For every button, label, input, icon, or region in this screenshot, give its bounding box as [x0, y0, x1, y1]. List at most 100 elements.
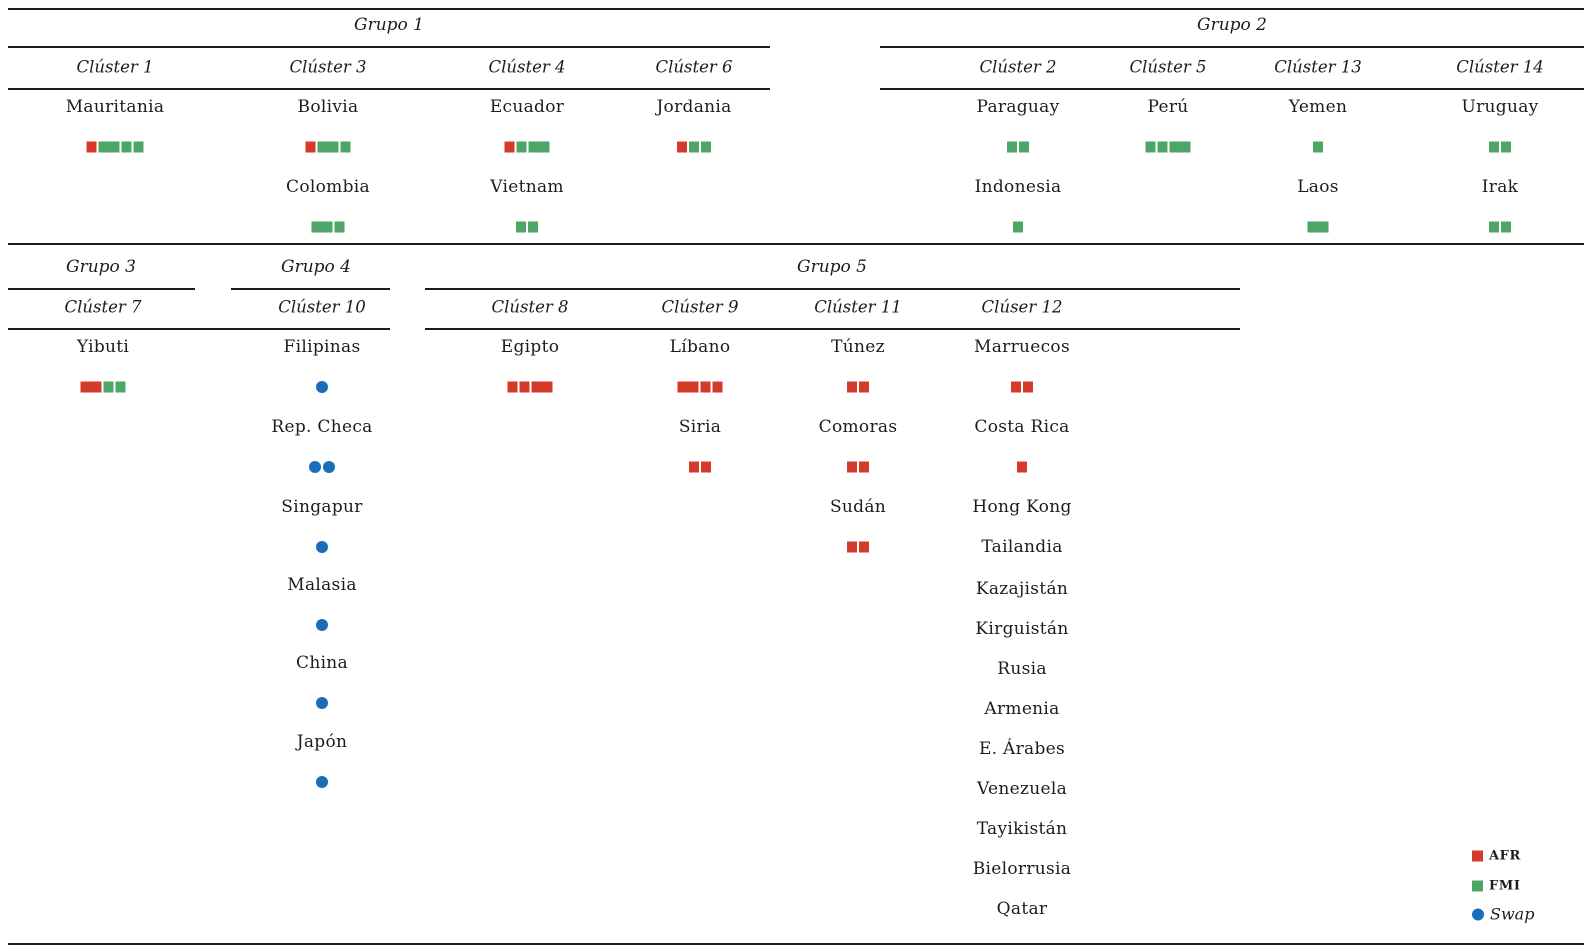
horizontal-rule: [8, 88, 770, 90]
country-name: Líbano: [669, 337, 731, 357]
afr-marker-icon: [712, 381, 723, 393]
fmi-marker-icon: [689, 141, 699, 153]
cluster-label: Clúster 5: [1129, 57, 1207, 77]
marker-row: [677, 381, 723, 393]
marker-row: [507, 381, 553, 393]
marker-row: [689, 461, 711, 473]
country-name: Laos: [1297, 177, 1339, 197]
group-title: Grupo 1: [354, 15, 424, 35]
fmi-marker-icon: [1169, 141, 1191, 153]
country-name: Comoras: [818, 417, 898, 437]
afr-marker-icon: [531, 381, 553, 393]
swap-marker-icon: [316, 776, 328, 788]
swap-marker-icon: [309, 461, 321, 473]
afr-marker-icon: [859, 381, 869, 393]
country-name: E. Árabes: [978, 739, 1066, 759]
fmi-marker-icon: [1145, 141, 1156, 153]
afr-marker-icon: [701, 461, 711, 473]
marker-row: [80, 381, 126, 393]
country-name: Rep. Checa: [271, 417, 373, 437]
legend-label: FMI: [1489, 878, 1521, 894]
country-name: Armenia: [984, 699, 1060, 719]
fmi-marker-icon: [1157, 141, 1168, 153]
country-name: Túnez: [831, 337, 885, 357]
afr-marker-icon: [507, 381, 518, 393]
cluster-label: Clúster 4: [488, 57, 566, 77]
swap-marker-icon: [316, 697, 328, 709]
marker-row: [1145, 141, 1191, 153]
country-name: Irak: [1481, 177, 1519, 197]
marker-row: [1011, 381, 1033, 393]
fmi-marker-icon: [1489, 141, 1499, 153]
country-name: Perú: [1147, 97, 1189, 117]
group-title: Grupo 3: [66, 257, 136, 277]
legend-label: AFR: [1489, 848, 1521, 864]
country-name: Jordania: [656, 97, 732, 117]
marker-row: [847, 461, 869, 473]
country-name: Mauritania: [65, 97, 165, 117]
afr-marker-icon: [847, 541, 857, 553]
horizontal-rule: [231, 288, 390, 290]
country-name: Ecuador: [489, 97, 565, 117]
fmi-marker-icon: [1313, 141, 1323, 153]
afr-marker-icon: [689, 461, 699, 473]
marker-row: [309, 461, 335, 473]
country-name: China: [296, 653, 348, 673]
fmi-marker-icon: [528, 221, 538, 233]
afr-marker-icon: [504, 141, 515, 153]
afr-marker-icon: [677, 381, 699, 393]
marker-row: [316, 381, 328, 393]
country-name: Paraguay: [976, 97, 1060, 117]
fmi-marker-icon: [516, 141, 527, 153]
marker-row: [847, 541, 869, 553]
fmi-marker-icon: [103, 381, 114, 393]
horizontal-rule: [8, 328, 390, 330]
country-name: Bielorrusia: [972, 859, 1072, 879]
country-name: Filipinas: [283, 337, 361, 357]
fmi-marker-icon: [1501, 221, 1511, 233]
marker-row: [316, 697, 328, 709]
swap-marker-icon: [316, 381, 328, 393]
afr-marker-icon: [847, 461, 857, 473]
marker-row: [677, 141, 711, 153]
afr-marker-icon: [305, 141, 316, 153]
afr-marker-icon: [859, 461, 869, 473]
country-name: Kirguistán: [975, 619, 1069, 639]
marker-row: [316, 776, 328, 788]
country-name: Bolivia: [297, 97, 359, 117]
fmi-marker-icon: [1501, 141, 1511, 153]
fmi-marker-icon: [1007, 141, 1017, 153]
group-title: Grupo 4: [281, 257, 351, 277]
fmi-marker-icon: [311, 221, 333, 233]
fmi-marker-icon: [516, 221, 526, 233]
country-name: Kazajistán: [975, 579, 1069, 599]
country-name: Egipto: [500, 337, 560, 357]
marker-row: [516, 221, 538, 233]
fmi-marker-icon: [1489, 221, 1499, 233]
cluster-label: Clúster 7: [64, 297, 142, 317]
country-name: Tayikistán: [976, 819, 1068, 839]
country-name: Venezuela: [976, 779, 1068, 799]
cluster-label: Clúster 9: [661, 297, 739, 317]
afr-marker-icon: [1023, 381, 1033, 393]
marker-row: [1013, 221, 1023, 233]
cluster-label: Clúster 6: [655, 57, 733, 77]
fmi-marker-icon: [133, 141, 144, 153]
fmi-legend-icon: [1472, 880, 1483, 892]
fmi-marker-icon: [340, 141, 351, 153]
marker-row: [1313, 141, 1323, 153]
afr-marker-icon: [86, 141, 97, 153]
country-name: Yemen: [1288, 97, 1348, 117]
country-name: Rusia: [997, 659, 1047, 679]
legend-item-fmi: FMI: [1472, 879, 1521, 894]
country-name: Japón: [296, 732, 348, 752]
fmi-marker-icon: [1307, 221, 1329, 233]
cluster-label: Clúster 8: [491, 297, 569, 317]
cluster-label: Clúster 1: [76, 57, 154, 77]
marker-row: [305, 141, 351, 153]
country-name: Vietnam: [490, 177, 564, 197]
horizontal-rule: [8, 46, 770, 48]
legend-item-afr: AFR: [1472, 849, 1521, 864]
swap-marker-icon: [323, 461, 335, 473]
marker-row: [316, 541, 328, 553]
